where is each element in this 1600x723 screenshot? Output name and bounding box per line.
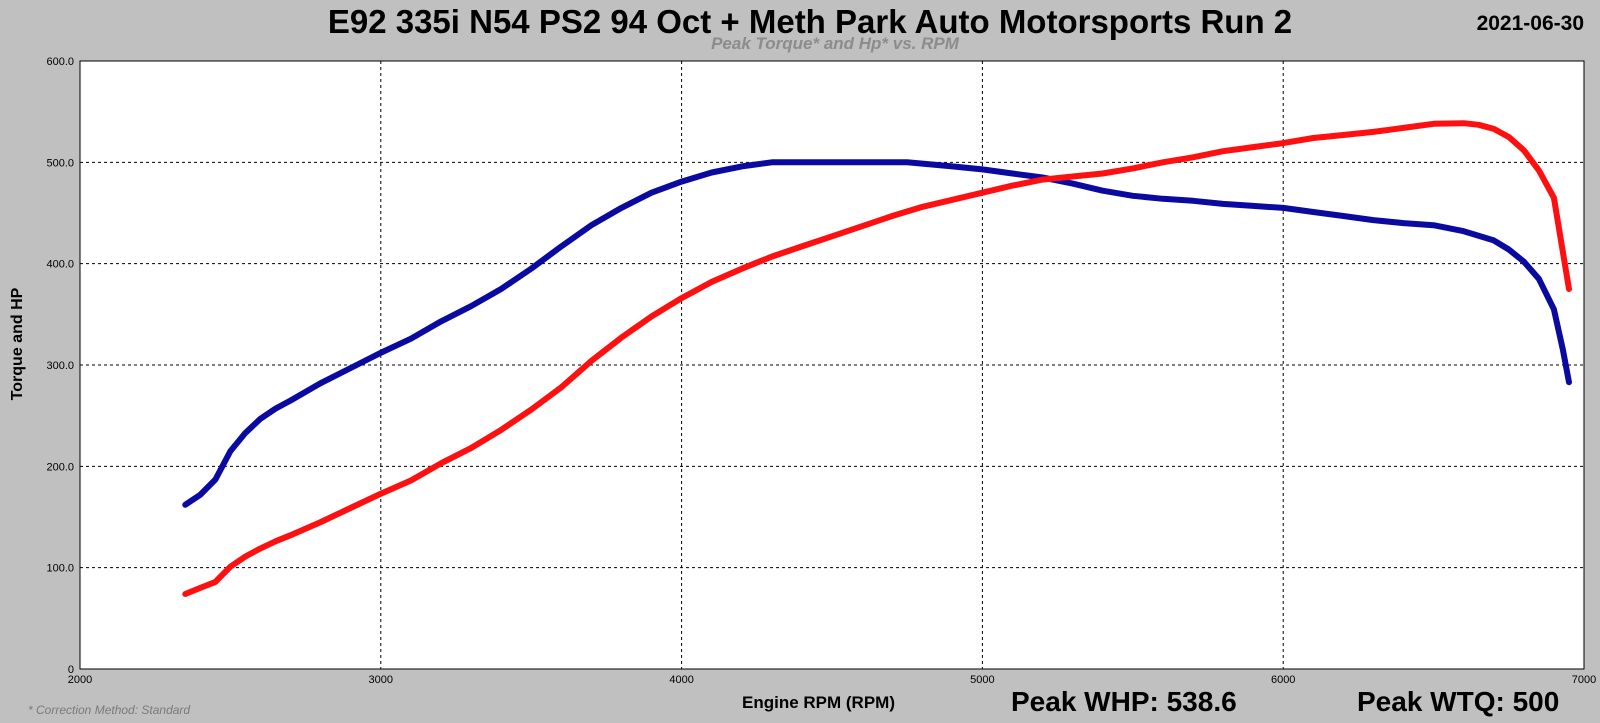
hp-series-line bbox=[182, 120, 1572, 597]
axis-ticks: 0 100.0 200.0 300.0 400.0 500.0 600.0 2000 3000 4… bbox=[46, 56, 1596, 686]
peak-whp: Peak WHP: 538.6 bbox=[1011, 686, 1237, 717]
x-axis-label: Engine RPM (RPM) bbox=[742, 693, 895, 712]
y-axis-label: Torque and HP bbox=[9, 287, 26, 401]
y-tick-label: 300.0 bbox=[46, 360, 74, 372]
correction-note: * Correction Method: Standard bbox=[28, 703, 191, 717]
y-tick-label: 0 bbox=[68, 664, 74, 676]
chart-title: E92 335i N54 PS2 94 Oct + Meth Park Auto… bbox=[327, 3, 1293, 40]
x-tick-label: 2000 bbox=[68, 674, 92, 686]
y-tick-label: 600.0 bbox=[46, 56, 74, 68]
x-tick-label: 6000 bbox=[1271, 674, 1295, 686]
x-tick-label: 4000 bbox=[669, 674, 693, 686]
y-tick-label: 400.0 bbox=[46, 259, 74, 271]
chart-subtitle: Peak Torque* and Hp* vs. RPM bbox=[711, 34, 959, 53]
x-tick-label: 3000 bbox=[369, 674, 393, 686]
x-tick-label: 5000 bbox=[970, 674, 994, 686]
series-lines bbox=[182, 120, 1572, 597]
peak-wtq: Peak WTQ: 500 bbox=[1357, 686, 1560, 717]
y-tick-label: 500.0 bbox=[46, 157, 74, 169]
y-tick-label: 100.0 bbox=[46, 563, 74, 575]
run-date: 2021-06-30 bbox=[1476, 12, 1584, 35]
x-tick-label: 7000 bbox=[1572, 674, 1596, 686]
y-tick-label: 200.0 bbox=[46, 461, 74, 473]
torque-series-line bbox=[182, 159, 1572, 508]
